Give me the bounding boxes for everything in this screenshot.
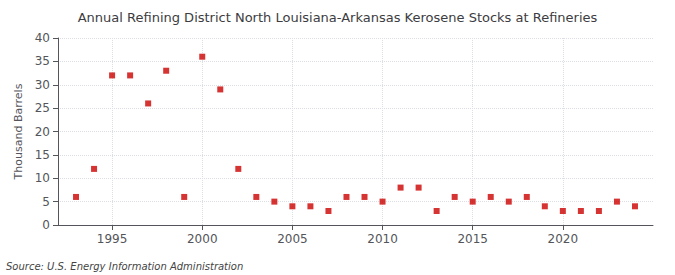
svg-text:15: 15 (35, 148, 50, 162)
svg-text:2020: 2020 (548, 232, 579, 246)
svg-text:2005: 2005 (277, 232, 308, 246)
svg-text:25: 25 (35, 101, 50, 115)
svg-text:10: 10 (35, 171, 50, 185)
svg-text:35: 35 (35, 54, 50, 68)
svg-text:2015: 2015 (457, 232, 488, 246)
svg-text:30: 30 (35, 78, 50, 92)
svg-text:20: 20 (35, 125, 50, 139)
svg-text:2010: 2010 (367, 232, 398, 246)
svg-text:5: 5 (42, 195, 50, 209)
svg-text:1995: 1995 (97, 232, 128, 246)
svg-text:Source: U.S. Energy Informatio: Source: U.S. Energy Information Administ… (6, 261, 243, 272)
svg-text:Annual Refining District North: Annual Refining District North Louisiana… (78, 10, 598, 25)
svg-text:Thousand Barrels: Thousand Barrels (12, 83, 25, 180)
svg-text:40: 40 (35, 31, 50, 45)
svg-text:0: 0 (42, 218, 50, 232)
svg-text:2000: 2000 (187, 232, 218, 246)
